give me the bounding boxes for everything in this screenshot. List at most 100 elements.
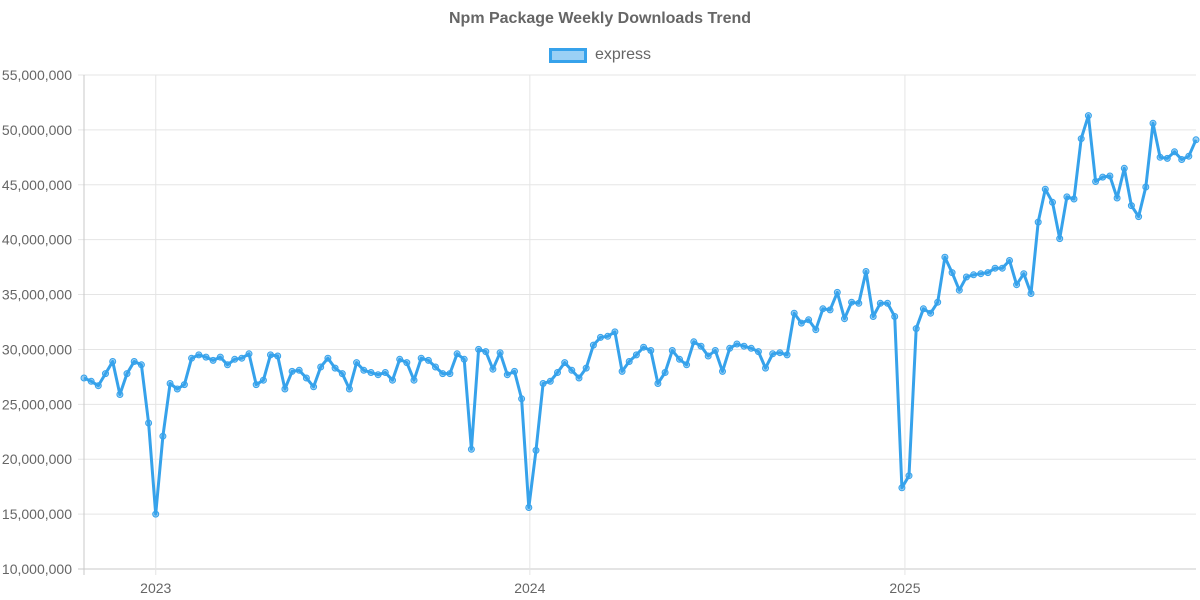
data-point[interactable] — [855, 299, 863, 307]
data-point[interactable] — [1077, 135, 1085, 143]
data-point[interactable] — [432, 363, 439, 371]
data-point[interactable] — [733, 340, 741, 348]
data-point[interactable] — [1113, 194, 1121, 202]
data-point[interactable] — [403, 359, 411, 367]
data-point[interactable] — [288, 367, 296, 375]
data-point[interactable] — [898, 484, 906, 492]
legend-label-express[interactable]: express — [594, 46, 652, 63]
data-point[interactable] — [224, 361, 231, 369]
data-point[interactable] — [216, 353, 224, 361]
data-point[interactable] — [690, 338, 698, 346]
data-point[interactable] — [1070, 195, 1078, 203]
data-point[interactable] — [891, 313, 899, 320]
data-point[interactable] — [116, 391, 124, 398]
data-point[interactable] — [532, 446, 540, 454]
data-point[interactable] — [1178, 156, 1186, 163]
data-point[interactable] — [934, 298, 942, 306]
data-point[interactable] — [927, 309, 935, 317]
data-point[interactable] — [1020, 270, 1028, 278]
data-point[interactable] — [661, 369, 669, 376]
data-point[interactable] — [1013, 281, 1021, 289]
data-point[interactable] — [1084, 112, 1092, 120]
data-point[interactable] — [166, 380, 174, 387]
data-point[interactable] — [962, 273, 970, 281]
data-point[interactable] — [503, 371, 511, 379]
data-point[interactable] — [188, 354, 196, 362]
data-point[interactable] — [726, 344, 734, 352]
data-point[interactable] — [805, 316, 813, 324]
data-point[interactable] — [245, 350, 253, 358]
data-point[interactable] — [1092, 178, 1100, 185]
data-point[interactable] — [1156, 153, 1164, 161]
data-point[interactable] — [797, 319, 805, 327]
data-point[interactable] — [180, 381, 188, 389]
data-point[interactable] — [1027, 290, 1035, 297]
data-point[interactable] — [173, 385, 181, 393]
data-point[interactable] — [790, 309, 798, 317]
data-point[interactable] — [984, 269, 992, 277]
data-point[interactable] — [719, 367, 726, 375]
data-point[interactable] — [345, 385, 353, 393]
data-point[interactable] — [597, 333, 604, 341]
data-point[interactable] — [302, 374, 310, 382]
data-point[interactable] — [1163, 154, 1171, 162]
data-point[interactable] — [919, 305, 927, 313]
data-point[interactable] — [841, 315, 848, 323]
data-point[interactable] — [145, 419, 153, 427]
data-point[interactable] — [410, 376, 418, 384]
data-point[interactable] — [1099, 173, 1107, 181]
data-point[interactable] — [389, 376, 396, 384]
data-point[interactable] — [324, 354, 332, 362]
legend[interactable]: express — [0, 46, 1200, 64]
data-point[interactable] — [1127, 202, 1135, 210]
data-point[interactable] — [367, 369, 375, 376]
data-point[interactable] — [647, 347, 655, 354]
data-point[interactable] — [159, 432, 167, 440]
data-point[interactable] — [360, 366, 368, 374]
data-point[interactable] — [231, 355, 239, 363]
data-point[interactable] — [812, 326, 820, 334]
data-point[interactable] — [1049, 198, 1056, 206]
data-point[interactable] — [819, 305, 827, 313]
data-point[interactable] — [618, 367, 626, 375]
data-point[interactable] — [1120, 164, 1128, 172]
data-point[interactable] — [948, 269, 956, 277]
data-point[interactable] — [833, 288, 841, 296]
data-point[interactable] — [955, 286, 963, 294]
data-point[interactable] — [862, 268, 870, 275]
data-point[interactable] — [1006, 257, 1013, 264]
data-point[interactable] — [539, 380, 547, 387]
data-point[interactable] — [769, 350, 777, 358]
data-point[interactable] — [776, 349, 784, 357]
data-point[interactable] — [460, 355, 468, 363]
data-point[interactable] — [496, 349, 504, 357]
data-point[interactable] — [826, 306, 834, 314]
data-point[interactable] — [848, 298, 856, 306]
data-point[interactable] — [1149, 119, 1157, 127]
data-point[interactable] — [338, 370, 346, 378]
data-point[interactable] — [310, 383, 318, 391]
legend-swatch-express[interactable] — [548, 47, 587, 63]
data-point[interactable] — [1142, 183, 1150, 191]
data-point[interactable] — [762, 364, 769, 372]
data-point[interactable] — [1192, 136, 1200, 144]
data-point[interactable] — [453, 350, 461, 358]
data-point[interactable] — [632, 351, 640, 359]
data-point[interactable] — [568, 366, 576, 374]
data-point[interactable] — [195, 351, 203, 359]
data-point[interactable] — [697, 342, 705, 350]
data-point[interactable] — [267, 351, 274, 359]
data-point[interactable] — [754, 348, 762, 356]
data-point[interactable] — [668, 347, 676, 354]
data-point[interactable] — [1135, 213, 1143, 221]
data-point[interactable] — [137, 361, 145, 369]
data-point[interactable] — [970, 271, 978, 279]
data-point[interactable] — [740, 342, 748, 350]
data-point[interactable] — [575, 374, 583, 382]
data-point[interactable] — [683, 361, 691, 369]
data-point[interactable] — [1171, 148, 1178, 156]
data-point[interactable] — [625, 358, 633, 365]
data-point[interactable] — [546, 377, 554, 385]
data-point[interactable] — [446, 370, 454, 378]
data-point[interactable] — [331, 364, 339, 372]
